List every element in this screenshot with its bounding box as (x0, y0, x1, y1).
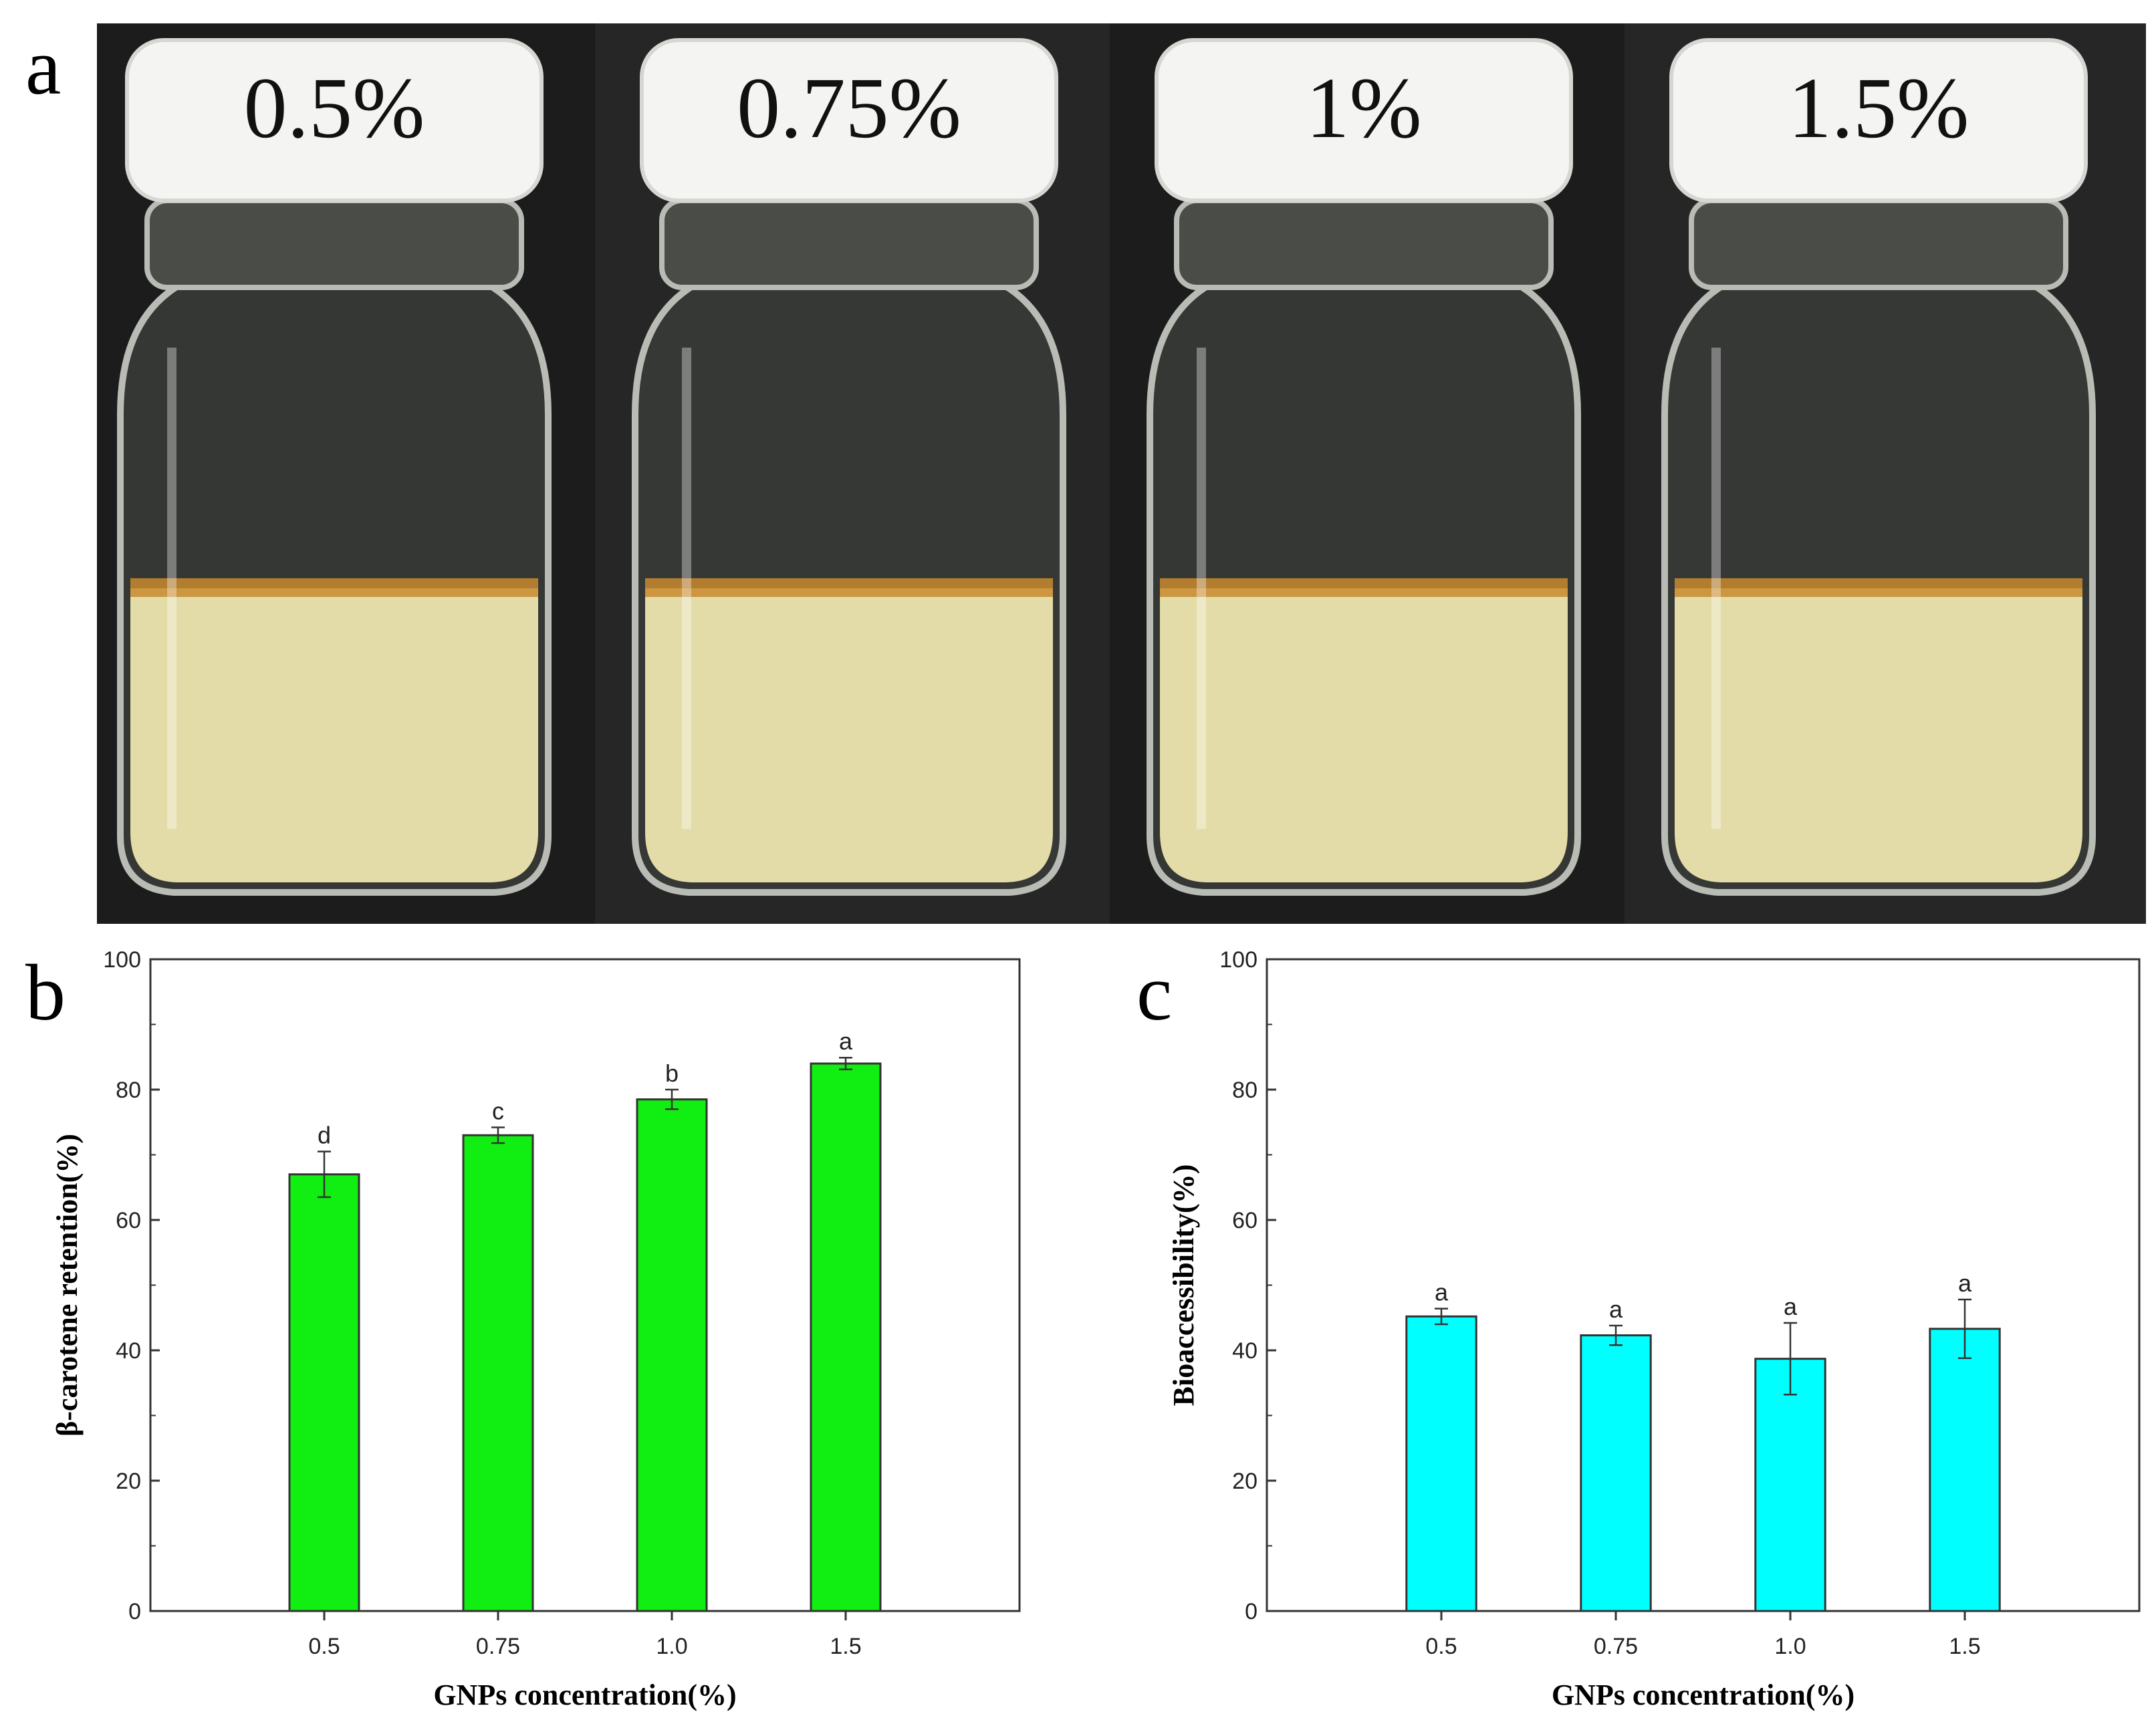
bar-1.0 (636, 1098, 708, 1612)
jar-cap (1155, 38, 1573, 203)
x-axis-title: GNPs concentration(%) (433, 1679, 736, 1711)
y-tick-label: 60 (1232, 1208, 1257, 1233)
jar-liquid (1160, 588, 1568, 882)
x-tick-label: 0.5 (1425, 1634, 1457, 1659)
jar-oil-layer (645, 578, 1053, 597)
x-tick-label: 1.5 (830, 1634, 861, 1659)
jar-cap (640, 38, 1058, 203)
jar-highlight (1711, 348, 1721, 829)
jar-concentration-label: 1% (1306, 60, 1421, 156)
bar-0.5 (1405, 1315, 1477, 1612)
jar-3: 1% (1147, 38, 1581, 896)
panel-label-a: a (25, 22, 61, 111)
x-tick-label: 1.5 (1949, 1634, 1980, 1659)
jar-liquid (645, 588, 1053, 882)
y-axis-title: β-carotene retention(%) (51, 1134, 84, 1437)
jar-1: 0.5% (117, 38, 552, 896)
x-axis-title: GNPs concentration(%) (1552, 1679, 1854, 1711)
y-tick-label: 80 (116, 1078, 141, 1103)
jar-neck (659, 198, 1039, 290)
significance-letter: a (1958, 1269, 1972, 1297)
jar-oil-layer (1675, 578, 2082, 597)
significance-letter: a (1435, 1279, 1449, 1306)
bar-1.0 (1754, 1358, 1826, 1612)
panel-label-c: c (1136, 948, 1172, 1037)
jar-cap (125, 38, 544, 203)
jar-highlight (1197, 348, 1206, 829)
plot-frame (149, 958, 1021, 1612)
significance-letter: b (665, 1060, 679, 1087)
y-axis-title: Bioaccessibility(%) (1167, 1164, 1200, 1406)
jar-liquid (130, 588, 538, 882)
y-tick-label: 20 (116, 1469, 141, 1494)
jar-4: 1.5% (1661, 38, 2096, 896)
y-tick-label: 60 (116, 1208, 141, 1233)
jar-cap (1669, 38, 2088, 203)
x-tick-label: 0.5 (308, 1634, 340, 1659)
jar-concentration-label: 1.5% (1788, 60, 1969, 156)
jar-highlight (682, 348, 691, 829)
significance-letter: a (839, 1027, 853, 1055)
y-tick-label: 0 (1245, 1599, 1257, 1624)
y-tick-label: 100 (1219, 947, 1257, 973)
jar-2: 0.75% (632, 38, 1066, 896)
bar-0.75 (1580, 1334, 1652, 1612)
panel-label-b: b (25, 948, 66, 1037)
chart-bioaccessibility: 0 20 40 60 80 100 a 0.5 a 0.75 a 1.0 a 1.5 GNPs concen… (1167, 947, 2141, 1711)
y-tick-label: 80 (1232, 1078, 1257, 1103)
bar-1.5 (810, 1062, 882, 1612)
bar-0.5 (288, 1173, 360, 1612)
y-tick-label: 0 (128, 1599, 141, 1624)
jar-liquid (1675, 588, 2082, 882)
jar-neck (144, 198, 524, 290)
significance-letter: d (318, 1122, 331, 1149)
x-tick-label: 0.75 (1594, 1634, 1638, 1659)
y-tick-label: 20 (1232, 1469, 1257, 1494)
y-tick-label: 40 (116, 1338, 141, 1364)
bar-0.75 (462, 1134, 534, 1612)
jar-concentration-label: 0.75% (737, 60, 961, 156)
jar-photograph: 0.5% 0.75% 1% 1.5% (97, 23, 2146, 924)
bar-1.5 (1929, 1328, 2001, 1612)
jar-neck (1174, 198, 1554, 290)
plot-frame (1266, 958, 2141, 1612)
y-tick-label: 40 (1232, 1338, 1257, 1364)
significance-letter: a (1784, 1293, 1798, 1320)
jar-highlight (167, 348, 176, 829)
significance-letter: a (1609, 1296, 1623, 1323)
x-tick-label: 1.0 (656, 1634, 687, 1659)
jar-neck (1689, 198, 2068, 290)
jar-oil-layer (130, 578, 538, 597)
chart-beta-carotene-retention: 0 20 40 60 80 100 d 0.5 c 0.75 b 1.0 a 1.5 GNPs concen… (51, 947, 1021, 1711)
jar-concentration-label: 0.5% (244, 60, 425, 156)
x-tick-label: 1.0 (1774, 1634, 1806, 1659)
jar-oil-layer (1160, 578, 1568, 597)
y-tick-label: 100 (103, 947, 141, 973)
x-tick-label: 0.75 (476, 1634, 520, 1659)
significance-letter: c (492, 1098, 504, 1125)
